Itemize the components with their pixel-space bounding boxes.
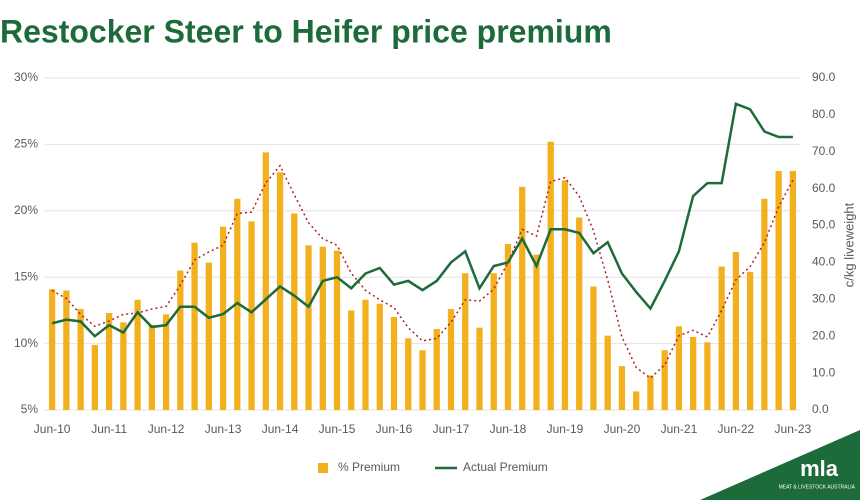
bar [476,327,483,410]
bar [732,251,740,410]
bar [533,254,540,410]
x-tick-label: Jun-14 [262,422,299,436]
bar [590,286,597,410]
y2-axis-label: c/kg liveweight [841,202,856,287]
bar [333,250,341,410]
bar [291,213,298,410]
y-tick-label: 5% [21,402,39,416]
y-tick-label: 10% [14,336,38,350]
bar [191,242,198,410]
bar [134,299,141,410]
bar [433,328,440,410]
logo-text: mla [800,456,839,481]
bar [148,325,155,410]
y-tick-label: 15% [14,269,38,283]
bar [105,313,113,410]
bar [647,375,654,410]
y2-tick-label: 40.0 [812,255,836,269]
bar [91,344,98,410]
x-tick-label: Jun-16 [376,422,413,436]
x-tick-label: Jun-18 [490,422,527,436]
y2-tick-label: 20.0 [812,328,836,342]
bar [718,266,725,410]
bar [519,186,526,410]
bar [120,322,127,410]
x-tick-label: Jun-19 [547,422,584,436]
legend-label: % Premium [338,460,400,474]
y2-tick-label: 50.0 [812,218,836,232]
y-tick-label: 30% [14,70,38,84]
bar [561,180,569,410]
bar [761,198,768,410]
bar [789,170,797,410]
bar [276,172,284,410]
x-tick-label: Jun-12 [148,422,185,436]
y2-tick-label: 80.0 [812,107,836,121]
x-tick-label: Jun-21 [661,422,698,436]
y2-tick-label: 30.0 [812,292,836,306]
bar [305,245,312,410]
bar [775,170,782,410]
bar [348,310,355,410]
x-tick-label: Jun-13 [205,422,242,436]
x-tick-label: Jun-20 [604,422,641,436]
x-tick-label: Jun-11 [91,422,127,436]
bar [547,141,554,410]
bar [248,221,255,410]
x-tick-label: Jun-22 [718,422,755,436]
bar [576,217,583,410]
x-tick-label: Jun-10 [34,422,71,436]
bar [63,290,70,410]
bar [490,273,497,410]
y-tick-label: 20% [14,203,38,217]
bar [205,262,212,410]
legend-swatch [318,463,328,473]
line [51,102,793,338]
bar [661,350,668,410]
bar [447,309,455,410]
bar [162,314,170,410]
bar [462,273,469,410]
bar [362,299,369,410]
bar [48,289,56,410]
y-tick-label: 25% [14,137,38,151]
bar [419,350,426,410]
y2-tick-label: 0.0 [812,402,829,416]
bar [376,303,383,410]
bar [319,246,326,410]
x-tick-label: Jun-17 [433,422,470,436]
y2-tick-label: 10.0 [812,365,836,379]
chart-title: Restocker Steer to Heifer price premium [0,13,612,49]
bar [618,366,626,410]
legend-label: Actual Premium [463,460,548,474]
bar [219,226,227,410]
bar [504,244,512,410]
bar [177,270,184,410]
y2-tick-label: 60.0 [812,181,836,195]
x-tick-label: Jun-15 [319,422,356,436]
bar [390,317,398,410]
bar [633,391,640,410]
bar [604,335,611,410]
bar [747,271,754,410]
x-tick-label: Jun-23 [775,422,812,436]
bar [262,152,269,411]
bar [675,326,683,410]
logo-shape [700,430,860,500]
logo-subtitle: MEAT & LIVESTOCK AUSTRALIA [779,484,856,490]
bar [704,342,711,410]
bar [690,336,697,410]
bar [405,338,412,410]
bar [77,309,84,410]
y2-tick-label: 90.0 [812,70,836,84]
y2-tick-label: 70.0 [812,144,836,158]
